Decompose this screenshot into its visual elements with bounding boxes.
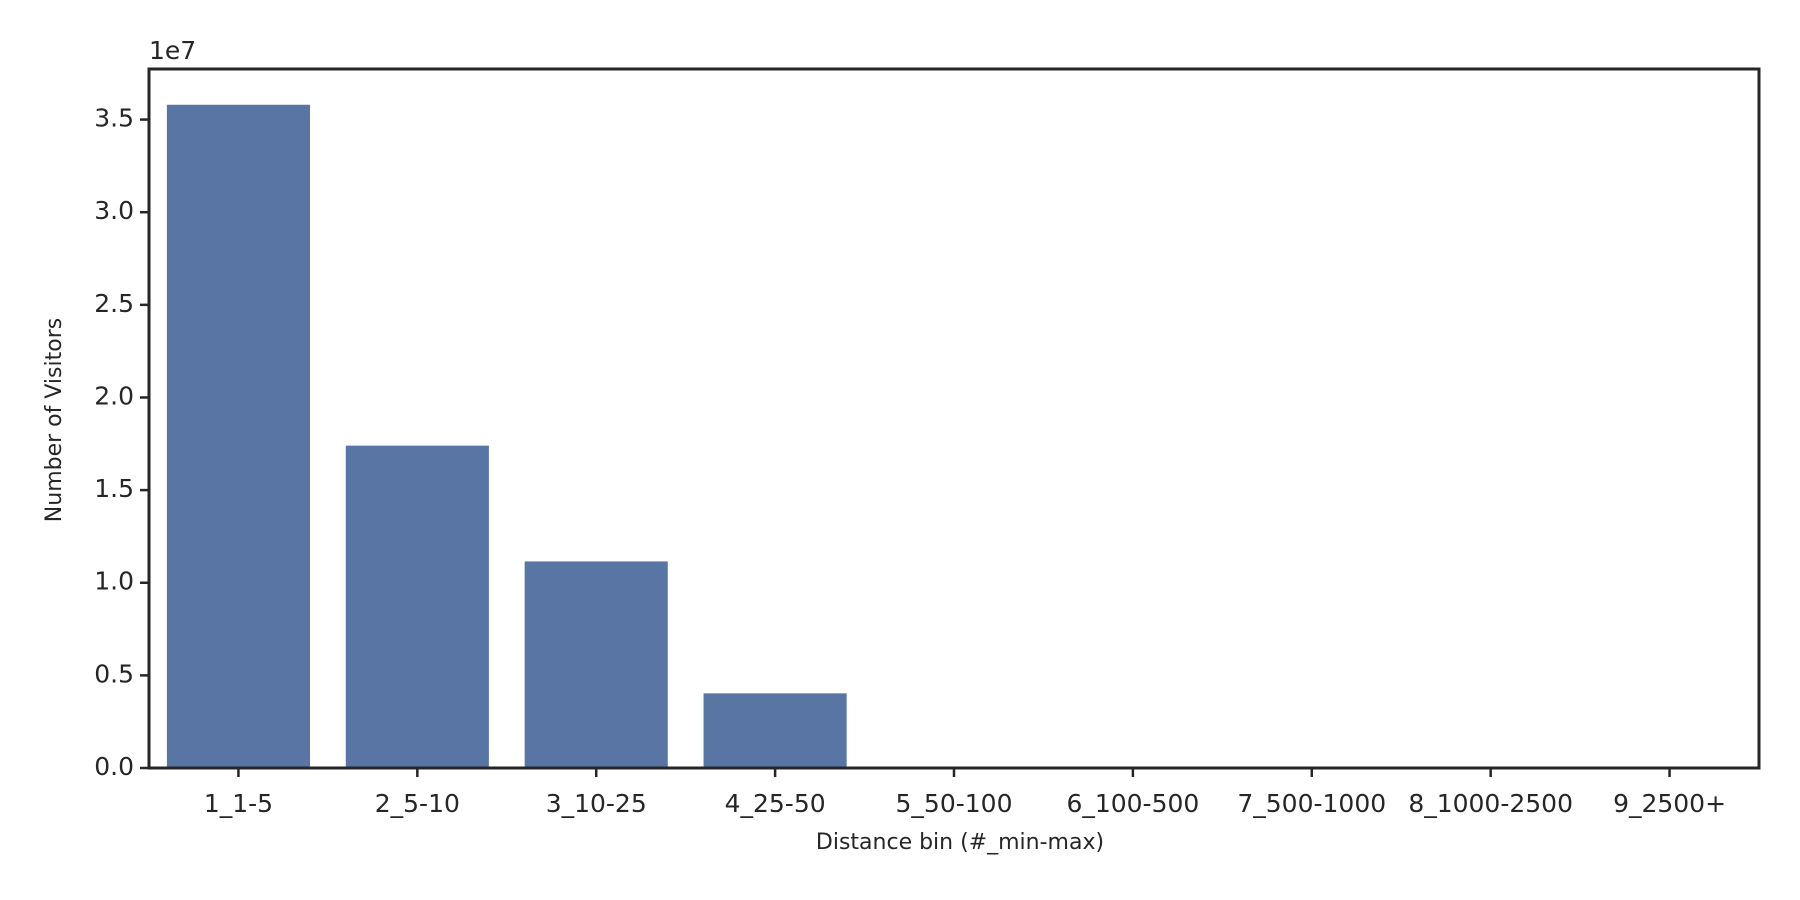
- y-offset-label: 1e7: [149, 36, 196, 65]
- x-tick-label: 9_2500+: [1613, 789, 1726, 818]
- bar: [166, 104, 310, 768]
- x-tick-label: 7_500-1000: [1237, 789, 1386, 818]
- y-tick-label: 3.0: [94, 196, 134, 225]
- y-tick-label: 1.5: [94, 474, 134, 503]
- x-tick-label: 2_5-10: [375, 789, 460, 818]
- x-tick-label: 5_50-100: [896, 789, 1013, 818]
- x-tick-label: 3_10-25: [546, 789, 647, 818]
- bar: [524, 561, 668, 768]
- y-tick-label: 1.0: [94, 567, 134, 596]
- x-tick-label: 6_100-500: [1066, 789, 1199, 818]
- x-axis-label: Distance bin (#_min-max): [816, 830, 1104, 855]
- bar: [345, 445, 489, 768]
- x-tick-label: 4_25-50: [725, 789, 826, 818]
- plot-frame: [147, 67, 1761, 770]
- y-tick-label: 0.5: [94, 659, 134, 688]
- y-axis-label: Number of Visitors: [42, 318, 67, 522]
- y-tick-label: 2.5: [94, 289, 134, 318]
- y-tick-label: 3.5: [94, 104, 134, 133]
- y-tick-label: 0.0: [94, 752, 134, 781]
- x-tick-label: 1_1-5: [204, 789, 273, 818]
- y-tick-label: 2.0: [94, 381, 134, 410]
- x-tick-label: 8_1000-2500: [1408, 789, 1573, 818]
- bar: [703, 693, 847, 768]
